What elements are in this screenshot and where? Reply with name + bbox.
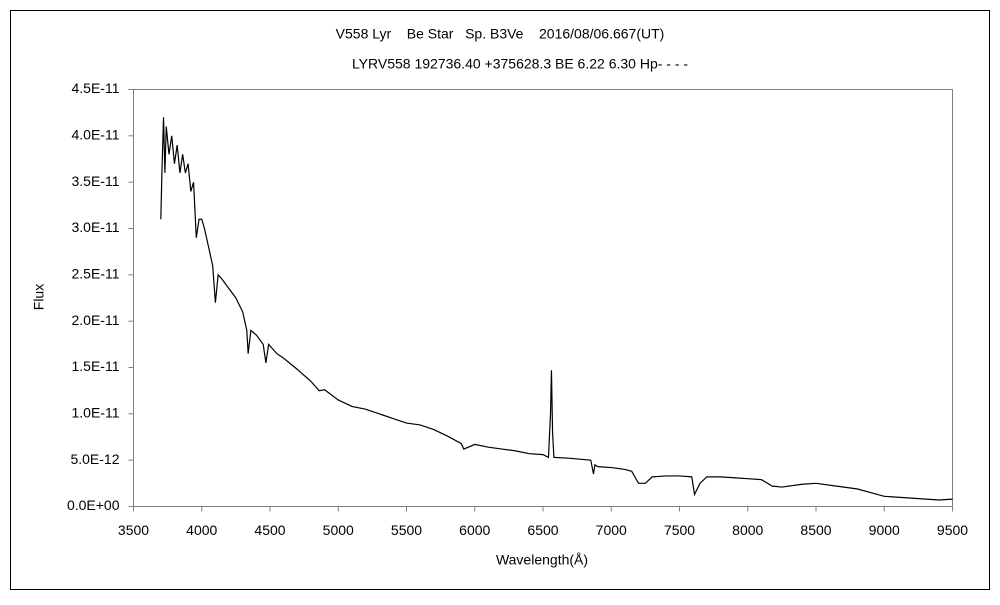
y-tick-label: 2.5E-11 [72, 266, 120, 282]
y-tick-label: 5.0E-12 [70, 451, 119, 467]
x-tick-label: 7500 [664, 522, 695, 538]
chart-subtitle: LYRV558 192736.40 +375628.3 BE 6.22 6.30… [352, 56, 688, 72]
y-tick-label: 3.5E-11 [72, 173, 120, 189]
y-axis-label: Flux [31, 284, 47, 310]
spectrum-line [160, 117, 953, 501]
x-tick-label: 8000 [732, 522, 763, 538]
x-tick-label: 6500 [527, 522, 558, 538]
x-tick-label: 4500 [254, 522, 285, 538]
x-tick-label: 4000 [186, 522, 217, 538]
y-tick-label: 3.0E-11 [72, 219, 120, 235]
plot-area [133, 89, 953, 507]
y-tick-label: 4.0E-11 [72, 127, 120, 143]
x-tick-label: 8500 [800, 522, 831, 538]
y-tick-label: 1.5E-11 [72, 358, 120, 374]
x-tick-label: 7000 [596, 522, 627, 538]
x-tick-label: 3500 [118, 522, 149, 538]
chart-title: V558 Lyr Be Star Sp. B3Ve 2016/08/06.667… [336, 26, 665, 42]
y-tick-label: 2.0E-11 [72, 312, 120, 328]
x-tick-label: 5000 [323, 522, 354, 538]
y-tick-label: 1.0E-11 [72, 405, 120, 421]
y-tick-label: 0.0E+00 [67, 497, 120, 513]
x-tick-label: 9500 [937, 522, 968, 538]
x-tick-label: 5500 [391, 522, 422, 538]
x-axis-label: Wavelength(Å) [496, 552, 588, 568]
y-tick-label: 4.5E-11 [72, 80, 120, 96]
x-tick-label: 6000 [459, 522, 490, 538]
x-tick-label: 9000 [869, 522, 900, 538]
